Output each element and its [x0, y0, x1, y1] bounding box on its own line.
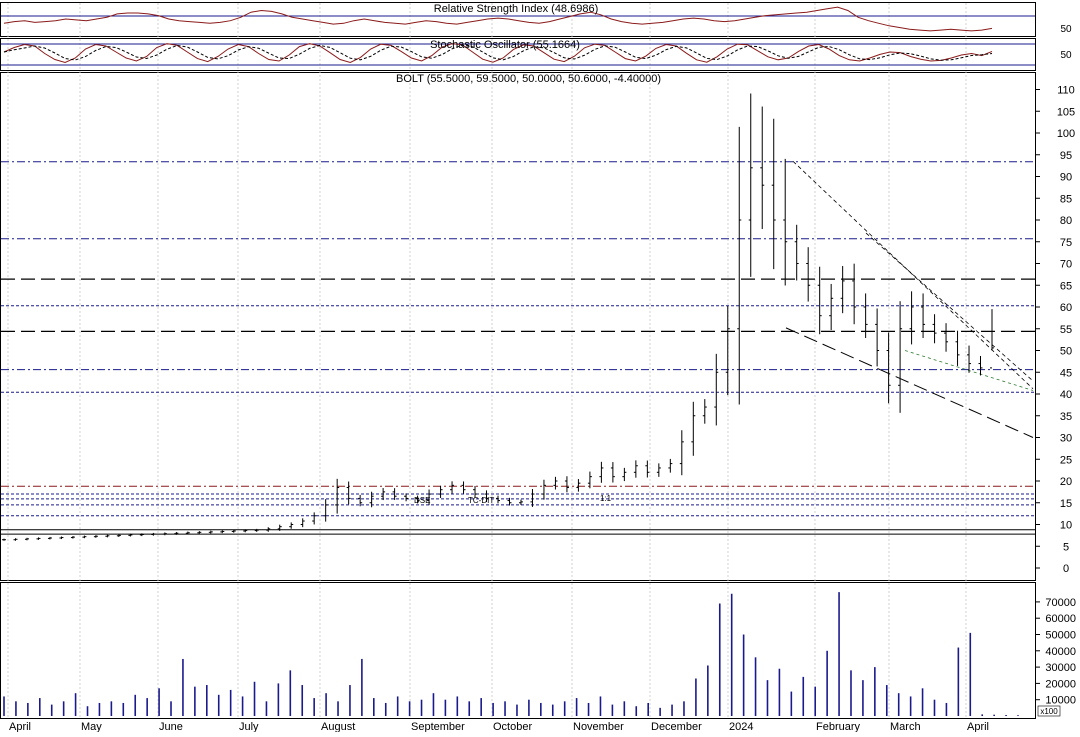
price-tick-label: 105 — [1057, 106, 1075, 118]
price-panel — [0, 72, 1036, 581]
month-label: April — [9, 721, 31, 732]
price-tick-label: 35 — [1060, 411, 1072, 423]
volume-tick-label: 70000 — [1045, 597, 1076, 609]
month-label: September — [411, 721, 465, 732]
volume-tick-label: 10000 — [1045, 695, 1076, 707]
price-tick-label: 45 — [1060, 367, 1072, 379]
stoch-k-line — [3, 43, 993, 64]
price-tick-label: 20 — [1060, 476, 1072, 488]
price-tick-label: 15 — [1060, 498, 1072, 510]
price-tick-label: 75 — [1060, 237, 1072, 249]
rsi-title: Relative Strength Index (48.6986) — [434, 3, 599, 15]
month-label: July — [239, 721, 259, 732]
price-tick-label: 0 — [1063, 563, 1069, 575]
month-label: October — [493, 721, 532, 732]
volume-tick-label: 30000 — [1045, 662, 1076, 674]
trend-line — [785, 327, 1034, 438]
rsi-level-label: 50 — [1060, 24, 1072, 35]
overlay-label-1: DSE — [414, 496, 430, 505]
price-bars — [2, 93, 994, 541]
volume-unit-label: x100 — [1040, 707, 1058, 716]
price-tick-label: 30 — [1060, 433, 1072, 445]
stoch-title: Stochastic Oscillator (55.1664) — [430, 39, 580, 51]
month-axis: April May June July August September October No… — [9, 721, 989, 733]
month-label: June — [159, 721, 183, 732]
month-label: 2024 — [729, 721, 753, 732]
volume-bars — [3, 592, 1019, 716]
price-tick-label: 25 — [1060, 454, 1072, 466]
volume-unit-box — [1037, 705, 1061, 717]
volume-axis: 10000 20000 30000 40000 50000 60000 70000 — [1035, 597, 1076, 707]
price-tick-label: 110 — [1057, 85, 1075, 97]
price-tick-label: 55 — [1060, 324, 1072, 336]
month-label: May — [81, 721, 102, 732]
trend-line — [792, 160, 1034, 390]
reference-lines — [1, 161, 1035, 535]
volume-tick-label: 40000 — [1045, 646, 1076, 658]
trend-line — [865, 232, 1034, 382]
price-tick-label: 95 — [1060, 150, 1072, 162]
overlay-label-3: 1:1 — [600, 494, 612, 503]
volume-tick-label: 60000 — [1045, 613, 1076, 625]
price-axis: 0 5 10 15 20 25 30 35 40 45 50 55 60 65 70 75 80 85 90 95 10… — [1035, 85, 1075, 575]
price-tick-label: 65 — [1060, 280, 1072, 292]
volume-panel — [0, 582, 1036, 719]
stoch-d-line — [3, 44, 993, 61]
stoch-level-label: 50 — [1060, 50, 1072, 61]
price-tick-label: 10 — [1060, 520, 1072, 532]
price-tick-label: 70 — [1060, 259, 1072, 271]
price-tick-label: 60 — [1060, 302, 1072, 314]
month-label: November — [573, 721, 624, 732]
rsi-line — [3, 6, 993, 32]
overlay-label-2: TC-DIT — [468, 496, 494, 505]
price-tick-label: 100 — [1057, 128, 1075, 140]
price-tick-label: 80 — [1060, 215, 1072, 227]
price-tick-label: 50 — [1060, 346, 1072, 358]
month-label: February — [816, 721, 861, 732]
price-tick-label: 5 — [1063, 541, 1069, 553]
volume-tick-label: 20000 — [1045, 678, 1076, 690]
price-tick-label: 40 — [1060, 389, 1072, 401]
volume-tick-label: 50000 — [1045, 630, 1076, 642]
month-label: August — [321, 721, 355, 732]
price-tick-label: 90 — [1060, 172, 1072, 184]
month-label: December — [651, 721, 702, 732]
price-title: BOLT (55.5000, 59.5000, 50.0000, 50.6000… — [396, 73, 661, 85]
price-tick-label: 85 — [1060, 193, 1072, 205]
month-label: March — [890, 721, 921, 732]
month-label: April — [967, 721, 989, 732]
